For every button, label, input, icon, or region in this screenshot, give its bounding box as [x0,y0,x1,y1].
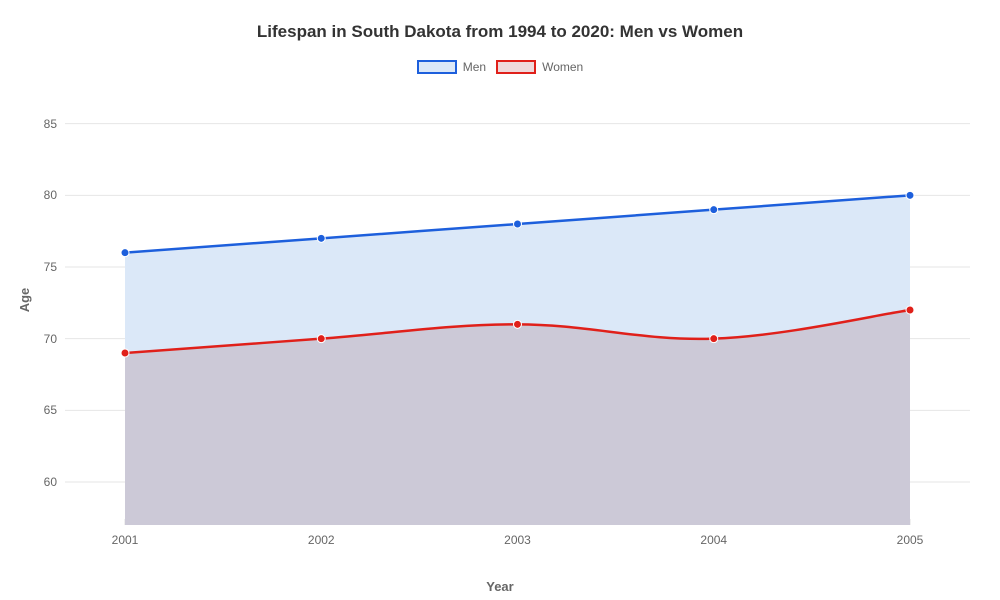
data-point [514,320,522,328]
y-tick-label: 85 [44,117,57,131]
y-tick-label: 80 [44,188,57,202]
legend-item: Men [417,60,486,74]
plot-area: 60657075808520012002200320042005 [65,95,970,525]
data-point [710,206,718,214]
data-point [121,349,129,357]
legend-swatch [496,60,536,74]
data-point [317,234,325,242]
legend-swatch [417,60,457,74]
chart-title: Lifespan in South Dakota from 1994 to 20… [0,22,1000,42]
y-tick-label: 75 [44,260,57,274]
x-tick-label: 2001 [112,533,139,547]
y-tick-label: 70 [44,332,57,346]
chart-container: Lifespan in South Dakota from 1994 to 20… [0,0,1000,600]
y-tick-label: 65 [44,403,57,417]
x-tick-label: 2005 [897,533,924,547]
data-point [121,249,129,257]
data-point [906,306,914,314]
legend-label: Men [463,60,486,74]
x-tick-label: 2003 [504,533,531,547]
x-axis-label: Year [0,579,1000,594]
y-axis-label: Age [17,288,32,313]
data-point [906,191,914,199]
x-tick-label: 2004 [700,533,727,547]
legend-label: Women [542,60,583,74]
data-point [514,220,522,228]
legend-item: Women [496,60,583,74]
chart-svg [65,95,970,525]
y-tick-label: 60 [44,475,57,489]
data-point [317,335,325,343]
x-tick-label: 2002 [308,533,335,547]
data-point [710,335,718,343]
chart-legend: Men Women [0,60,1000,74]
